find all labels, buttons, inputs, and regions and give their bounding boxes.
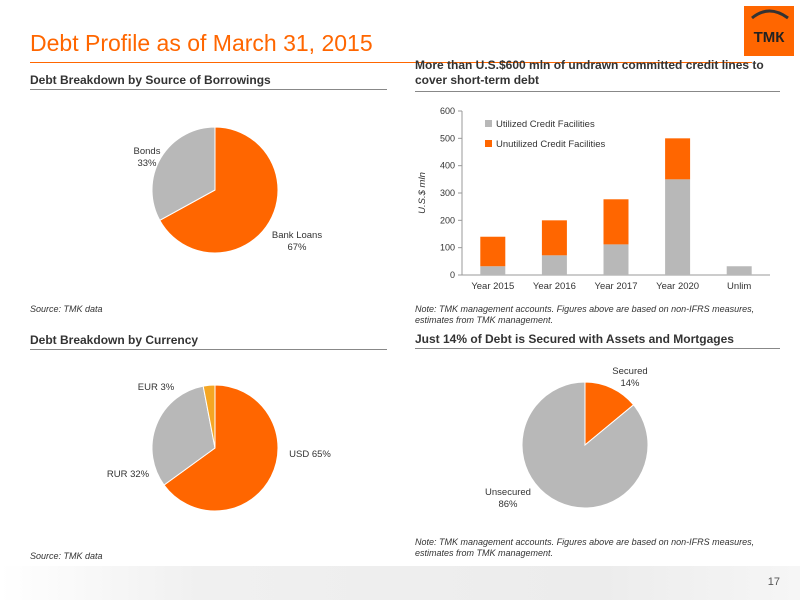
credit-lines-bar-chart: 0 100 200 300 400 500 600 U.S.$ mln Year 2015 Yea…: [417, 106, 770, 292]
pie-slice-rur-32: [151, 385, 216, 486]
legend-label-unutilized-credit-facilities: Unutilized Credit Facilities: [496, 139, 606, 150]
secured-note: Note: TMK management accounts. Figures a…: [415, 537, 755, 558]
bar-utilized-credit-facilities-year-2020: [665, 179, 691, 275]
secured-pie: [521, 381, 649, 509]
y-tick-label: 200: [440, 215, 455, 225]
pie-label-secured: Secured 14%: [612, 366, 648, 389]
currency-title: Debt Breakdown by Currency: [30, 333, 199, 347]
pie-label-bank-loans: Bank Loans 67%: [271, 230, 323, 253]
page-number: 17: [767, 576, 780, 588]
bar-utilized-credit-facilities-year-2015: [480, 266, 506, 275]
pie-slice-unsecured: [521, 381, 649, 509]
y-tick-label: 300: [440, 188, 455, 198]
legend-swatch-utilized-credit-facilities: [485, 120, 492, 127]
page-title: Debt Profile as of March 31, 2015: [30, 30, 373, 56]
legend-label-utilized-credit-facilities: Utilized Credit Facilities: [496, 119, 595, 130]
pie-label-eur: EUR 3%: [137, 382, 175, 393]
currency-rule: [30, 349, 387, 350]
pie-label-bonds: Bonds 33%: [133, 146, 161, 169]
bar-utilized-credit-facilities-unlim: [726, 266, 752, 275]
credit-lines-title: More than U.S.$600 mln of undrawn commit…: [415, 58, 764, 87]
y-tick-label: 0: [450, 270, 455, 280]
y-tick-label: 600: [440, 106, 455, 116]
pie-slice-usd-65: [163, 384, 279, 512]
tmk-logo: ТМК: [744, 6, 794, 56]
logo-text: ТМК: [754, 29, 786, 46]
bar-unutilized-credit-facilities-year-2017: [603, 199, 629, 245]
title-rule: [30, 62, 752, 63]
borrowings-title: Debt Breakdown by Source of Borrowings: [30, 73, 271, 87]
legend-swatch-unutilized-credit-facilities: [485, 140, 492, 147]
y-tick-label: 500: [440, 133, 455, 143]
bar-utilized-credit-facilities-year-2016: [541, 255, 567, 275]
x-tick-label: Unlim: [727, 281, 751, 292]
footer-bar: [0, 566, 800, 600]
y-tick-label: 400: [440, 161, 455, 171]
x-tick-label: Year 2015: [471, 281, 514, 292]
secured-title: Just 14% of Debt is Secured with Assets …: [415, 332, 734, 346]
pie-label-unsecured: Unsecured 86%: [485, 487, 531, 510]
borrowings-pie: [151, 126, 279, 254]
currency-source: Source: TMK data: [30, 551, 103, 561]
bar-unutilized-credit-facilities-year-2015: [480, 236, 506, 267]
secured-rule: [415, 348, 780, 349]
borrowings-source: Source: TMK data: [30, 304, 103, 314]
pie-slice-bonds: [151, 126, 216, 222]
pie-slice-bank-loans: [159, 126, 279, 254]
borrowings-rule: [30, 89, 387, 90]
x-tick-label: Year 2016: [533, 281, 576, 292]
pie-slice-secured: [584, 381, 635, 447]
bar-utilized-credit-facilities-year-2017: [603, 244, 629, 275]
credit-lines-rule: [415, 91, 780, 92]
currency-pie: [151, 384, 279, 512]
bar-unutilized-credit-facilities-year-2020: [665, 138, 691, 180]
y-tick-label: 100: [440, 243, 455, 253]
bar-unutilized-credit-facilities-year-2016: [541, 220, 567, 256]
pie-label-rur: RUR 32%: [106, 469, 150, 480]
credit-lines-note: Note: TMK management accounts. Figures a…: [415, 304, 755, 325]
x-tick-label: Year 2017: [595, 281, 638, 292]
y-axis-label: U.S.$ mln: [417, 172, 428, 214]
x-tick-label: Year 2020: [656, 281, 699, 292]
pie-slice-eur-3: [202, 384, 216, 449]
pie-label-usd: USD 65%: [289, 449, 331, 460]
